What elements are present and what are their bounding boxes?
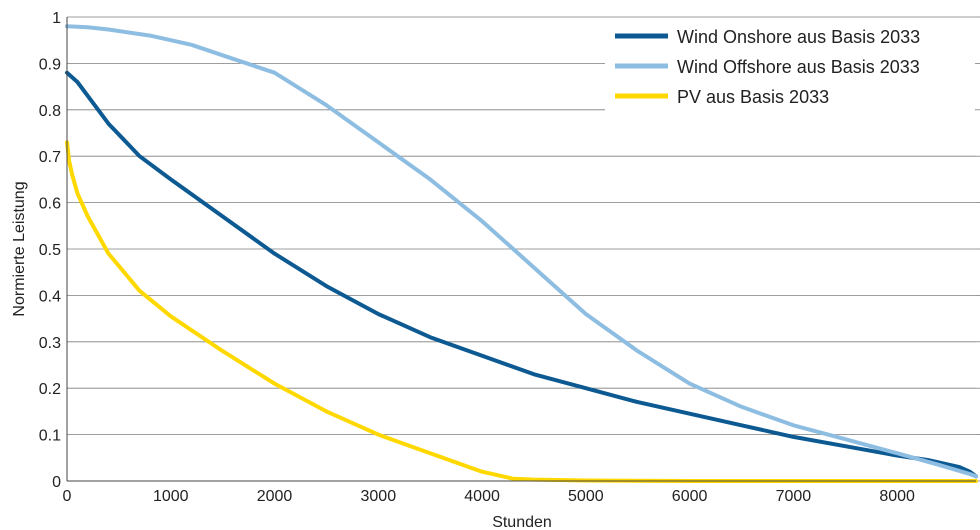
series-line-wind-onshore-aus-basis-2033 xyxy=(65,70,978,479)
x-tick-label: 4000 xyxy=(464,488,500,505)
y-tick-label: 0.1 xyxy=(39,428,61,445)
x-tick-label: 5000 xyxy=(568,488,604,505)
x-tick-label: 1000 xyxy=(153,488,189,505)
x-tick-labels: 0 1000 2000 3000 4000 5000 6000 7000 8000 xyxy=(63,488,915,505)
x-tick-label: 7000 xyxy=(776,488,812,505)
y-tick-label: 1 xyxy=(52,10,61,27)
x-tick-label: 3000 xyxy=(361,488,397,505)
legend: Wind Onshore aus Basis 2033 Wind Offshore… xyxy=(605,18,975,118)
grid-lines xyxy=(67,16,980,482)
y-tick-label: 0.6 xyxy=(39,196,61,213)
y-tick-label: 0 xyxy=(52,474,61,491)
y-tick-label: 0.2 xyxy=(39,381,61,398)
y-tick-label: 0.3 xyxy=(39,335,61,352)
y-tick-label: 0.5 xyxy=(39,242,61,259)
y-tick-label: 0.4 xyxy=(39,288,61,305)
series-line-wind-offshore-aus-basis-2033 xyxy=(65,24,978,479)
x-tick-label: 8000 xyxy=(879,488,915,505)
legend-label: PV aus Basis 2033 xyxy=(677,87,829,107)
x-tick-label: 2000 xyxy=(257,488,293,505)
legend-label: Wind Onshore aus Basis 2033 xyxy=(677,27,920,47)
x-tick-label: 0 xyxy=(63,488,72,505)
series-line-pv-aus-basis-2033 xyxy=(65,140,978,483)
y-axis-title: Normierte Leistung xyxy=(11,181,28,316)
x-axis-title: Stunden xyxy=(492,514,552,530)
y-tick-label: 0.9 xyxy=(39,56,61,73)
x-tick-label: 6000 xyxy=(672,488,708,505)
legend-label: Wind Offshore aus Basis 2033 xyxy=(677,57,920,77)
y-tick-label: 0.7 xyxy=(39,149,61,166)
y-tick-label: 0.8 xyxy=(39,103,61,120)
y-tick-labels: 0 0.1 0.2 0.3 0.4 0.5 0.6 0.7 0.8 0.9 1 xyxy=(39,10,61,491)
